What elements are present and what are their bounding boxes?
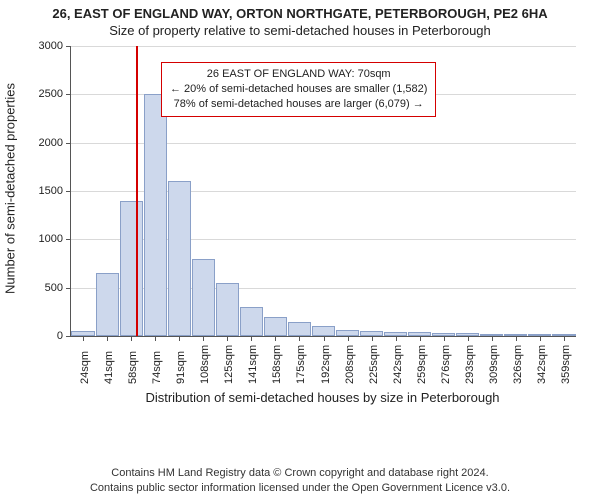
histogram-bar xyxy=(288,322,311,337)
annotation-line-3: 78% of semi-detached houses are larger (… xyxy=(170,97,427,112)
y-tick xyxy=(66,288,71,289)
x-tick xyxy=(83,336,84,341)
y-tick-label: 0 xyxy=(31,330,63,342)
x-tick-label: 276sqm xyxy=(440,345,452,384)
gridline xyxy=(71,46,576,47)
y-tick xyxy=(66,336,71,337)
y-tick-label: 2000 xyxy=(31,137,63,149)
x-tick xyxy=(179,336,180,341)
x-tick-label: 108sqm xyxy=(199,345,211,384)
y-tick-label: 1000 xyxy=(31,233,63,245)
x-tick xyxy=(420,336,421,341)
x-tick-label: 208sqm xyxy=(344,345,356,384)
x-tick-label: 342sqm xyxy=(536,345,548,384)
x-tick xyxy=(203,336,204,341)
annotation-line-2: ← 20% of semi-detached houses are smalle… xyxy=(170,82,427,97)
footnote-line-1: Contains HM Land Registry data © Crown c… xyxy=(0,466,600,481)
x-tick xyxy=(492,336,493,341)
x-tick-label: 293sqm xyxy=(464,345,476,384)
x-tick xyxy=(348,336,349,341)
annotation-box: 26 EAST OF ENGLAND WAY: 70sqm← 20% of se… xyxy=(161,62,436,117)
histogram-bar xyxy=(96,273,119,336)
y-tick-label: 2500 xyxy=(31,88,63,100)
footnote: Contains HM Land Registry data © Crown c… xyxy=(0,466,600,496)
y-tick xyxy=(66,239,71,240)
x-tick-label: 24sqm xyxy=(79,351,91,384)
histogram-bar xyxy=(192,259,215,336)
histogram-bar xyxy=(312,326,335,336)
x-tick xyxy=(444,336,445,341)
x-tick xyxy=(540,336,541,341)
y-tick-label: 500 xyxy=(31,282,63,294)
x-tick-label: 359sqm xyxy=(560,345,572,384)
x-tick xyxy=(107,336,108,341)
x-tick-label: 125sqm xyxy=(223,345,235,384)
histogram-bar xyxy=(264,317,287,336)
x-tick-label: 259sqm xyxy=(416,345,428,384)
x-tick-label: 141sqm xyxy=(247,345,259,384)
property-marker-line xyxy=(136,46,138,336)
histogram-bar xyxy=(120,201,143,336)
histogram-bar xyxy=(144,94,167,336)
x-tick-label: 225sqm xyxy=(368,345,380,384)
y-tick xyxy=(66,143,71,144)
x-tick xyxy=(275,336,276,341)
chart-titles: 26, EAST OF ENGLAND WAY, ORTON NORTHGATE… xyxy=(0,0,600,38)
y-tick xyxy=(66,94,71,95)
x-tick-label: 175sqm xyxy=(295,345,307,384)
histogram-bar xyxy=(240,307,263,336)
x-tick xyxy=(372,336,373,341)
x-tick-label: 326sqm xyxy=(512,345,524,384)
x-tick-label: 58sqm xyxy=(127,351,139,384)
x-tick xyxy=(564,336,565,341)
x-tick-label: 158sqm xyxy=(271,345,283,384)
histogram-bar xyxy=(216,283,239,336)
x-tick xyxy=(227,336,228,341)
y-axis-title: Number of semi-detached properties xyxy=(3,69,18,309)
x-tick-label: 41sqm xyxy=(103,351,115,384)
x-axis-title: Distribution of semi-detached houses by … xyxy=(70,390,575,405)
y-tick xyxy=(66,191,71,192)
chart-title: 26, EAST OF ENGLAND WAY, ORTON NORTHGATE… xyxy=(0,6,600,21)
y-tick xyxy=(66,46,71,47)
x-tick-label: 192sqm xyxy=(320,345,332,384)
x-tick-label: 91sqm xyxy=(175,351,187,384)
footnote-line-2: Contains public sector information licen… xyxy=(0,481,600,496)
x-tick-label: 242sqm xyxy=(392,345,404,384)
x-tick xyxy=(155,336,156,341)
chart-subtitle: Size of property relative to semi-detach… xyxy=(0,23,600,38)
x-tick xyxy=(396,336,397,341)
x-tick xyxy=(324,336,325,341)
x-tick xyxy=(468,336,469,341)
y-tick-label: 3000 xyxy=(31,40,63,52)
histogram-bar xyxy=(168,181,191,336)
x-tick-label: 309sqm xyxy=(488,345,500,384)
annotation-line-1: 26 EAST OF ENGLAND WAY: 70sqm xyxy=(170,67,427,82)
x-tick-label: 74sqm xyxy=(151,351,163,384)
x-tick xyxy=(251,336,252,341)
x-tick xyxy=(299,336,300,341)
plot-area: 05001000150020002500300024sqm41sqm58sqm7… xyxy=(70,46,576,337)
x-tick xyxy=(516,336,517,341)
y-tick-label: 1500 xyxy=(31,185,63,197)
x-tick xyxy=(131,336,132,341)
chart-container: Number of semi-detached properties 05001… xyxy=(0,38,600,438)
